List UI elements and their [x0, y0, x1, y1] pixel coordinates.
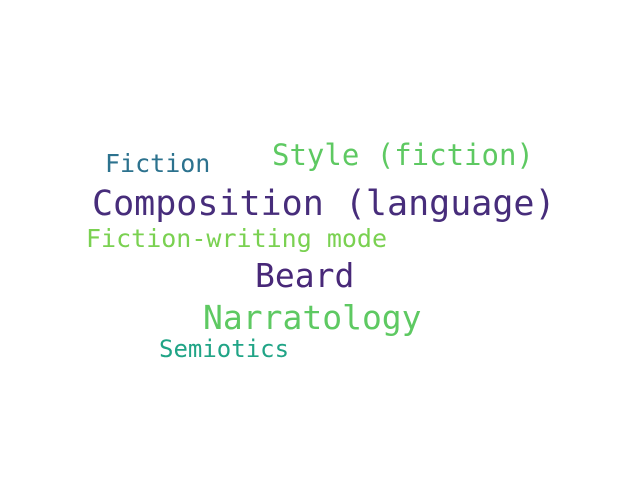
word-semiotics: Semiotics — [159, 335, 290, 363]
word-composition-language: Composition (language) — [92, 184, 556, 224]
word-fiction: Fiction — [105, 149, 211, 178]
word-fiction-writing-mode: Fiction-writing mode — [86, 224, 388, 253]
word-narratology: Narratology — [203, 298, 422, 337]
word-style-fiction: Style (fiction) — [272, 138, 534, 172]
word-beard: Beard — [255, 256, 355, 295]
